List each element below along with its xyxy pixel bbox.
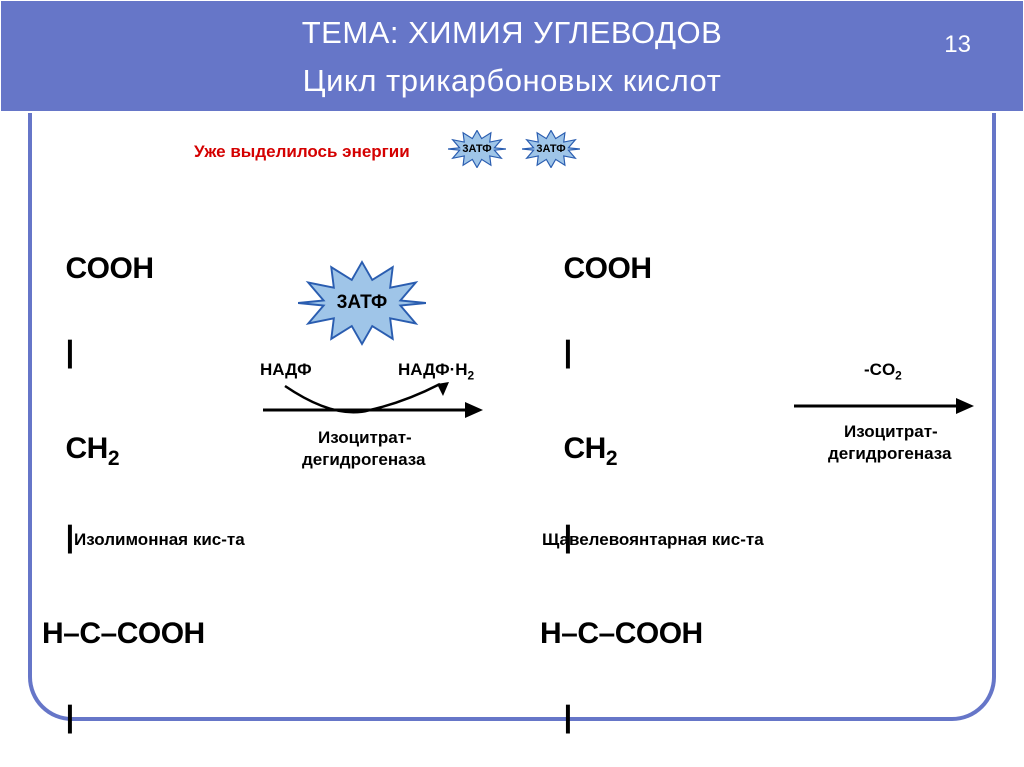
enzyme-1-line2: дегидрогеназа (302, 450, 425, 470)
atp-star-label: 3АТФ (448, 143, 506, 155)
molecule-right-name: Щавелевоянтарная кис-та (542, 530, 764, 550)
reaction-arrow-1 (255, 380, 485, 432)
co2-text: -CO (864, 360, 895, 379)
atp-starburst-icon: 3АТФ (522, 130, 580, 168)
nadfh-text: НАДФ·Н (398, 360, 468, 379)
atp-star-label: 3АТФ (298, 292, 426, 314)
slide-header: ТЕМА: ХИМИЯ УГЛЕВОДОВ Цикл трикарбоновых… (0, 0, 1024, 112)
enzyme-2-line2: дегидрогеназа (828, 444, 951, 464)
atp-starburst-icon-large: 3АТФ (298, 260, 426, 346)
energy-released-label: Уже выделилось энергии (194, 142, 410, 162)
enzyme-1-line1: Изоцитрат- (318, 428, 412, 448)
page-number: 13 (944, 31, 971, 59)
reaction-arrow-2 (790, 394, 976, 418)
title-line-2: Цикл трикарбоновых кислот (1, 63, 1023, 99)
molecule-left-name: Изолимонная кис-та (74, 530, 245, 550)
content-area: Уже выделилось энергии 3АТФ 3АТФ 3АТФ CO… (0, 112, 1024, 767)
enzyme-2-line1: Изоцитрат- (844, 422, 938, 442)
title-line-1: ТЕМА: ХИМИЯ УГЛЕВОДОВ (1, 15, 1023, 51)
molecule-isocitrate: COOH ꟾ CH2 ꟾ H–C–COOH ꟾ CHOH ꟾ COOH (42, 194, 205, 767)
molecule-oxalosuccinate: COOH ꟾ CH2 ꟾ H–C–COOH ꟾ C=O ꟾ COOH (540, 194, 703, 767)
co2-sub: 2 (895, 368, 902, 382)
nadf-label: НАДФ (260, 360, 312, 380)
atp-star-label: 3АТФ (522, 143, 580, 155)
co2-byproduct: -CO2 (864, 360, 902, 382)
atp-starburst-icon: 3АТФ (448, 130, 506, 168)
